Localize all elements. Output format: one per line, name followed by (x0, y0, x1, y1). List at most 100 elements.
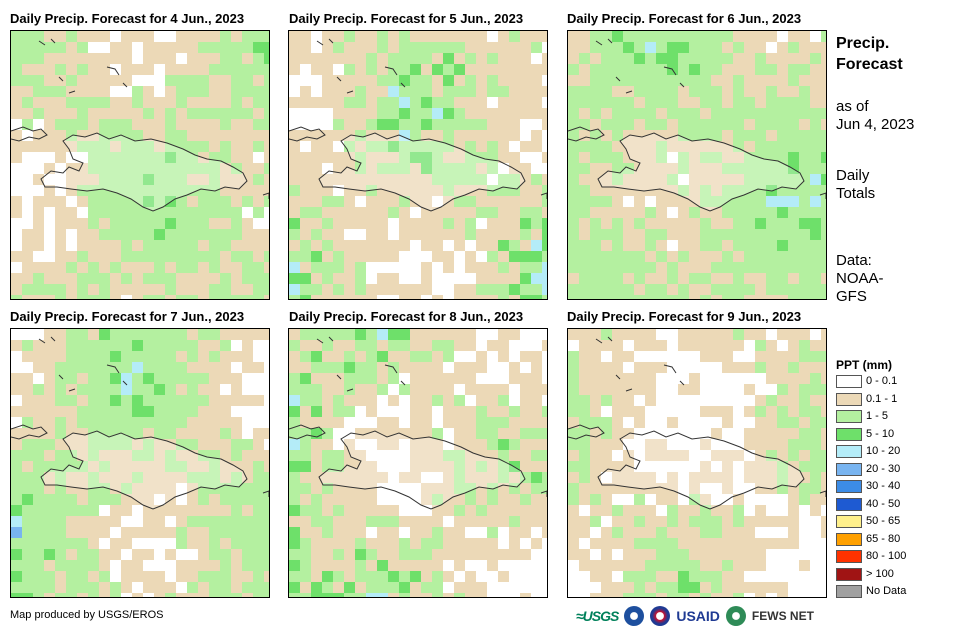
precip-cell (355, 340, 366, 351)
precip-cell (355, 384, 366, 395)
bahamas-outline (595, 336, 685, 392)
precip-cell (165, 251, 176, 262)
precip-cell (678, 185, 689, 196)
precip-cell (645, 64, 656, 75)
precip-cell (568, 538, 579, 549)
precip-cell (678, 340, 689, 351)
precip-cell (590, 593, 601, 597)
precip-cell (410, 582, 421, 593)
precip-cell (110, 549, 121, 560)
precip-cell (634, 362, 645, 373)
precip-cell (66, 97, 77, 108)
precip-cell (11, 251, 22, 262)
precip-cell (55, 262, 66, 273)
precip-cell (44, 395, 55, 406)
precip-cell (300, 593, 311, 597)
precip-cell (377, 362, 388, 373)
precip-cell (44, 461, 55, 472)
precip-cell (476, 505, 487, 516)
precip-cell (755, 483, 766, 494)
precip-cell (209, 395, 220, 406)
precip-cell (187, 262, 198, 273)
precip-cell (678, 240, 689, 251)
precip-cell (744, 439, 755, 450)
precip-cell (766, 141, 777, 152)
precip-cell (198, 428, 209, 439)
precip-cell (187, 439, 198, 450)
precip-cell (766, 373, 777, 384)
precip-cell (154, 483, 165, 494)
precip-cell (733, 240, 744, 251)
precip-cell (311, 340, 322, 351)
precip-cell (542, 262, 547, 273)
precip-cell (542, 406, 547, 417)
precip-cell (777, 229, 788, 240)
precip-cell (322, 538, 333, 549)
precip-cell (454, 108, 465, 119)
precip-cell (700, 108, 711, 119)
precip-cell (55, 472, 66, 483)
precip-cell (132, 64, 143, 75)
precip-cell (623, 593, 634, 597)
precip-cell (766, 284, 777, 295)
precip-cell (399, 207, 410, 218)
precip-cell (33, 395, 44, 406)
precip-cell (388, 251, 399, 262)
precip-cell (322, 406, 333, 417)
precip-cell (623, 538, 634, 549)
precip-cell (176, 527, 187, 538)
precip-cell (443, 119, 454, 130)
precip-cell (465, 218, 476, 229)
precip-grid (289, 31, 547, 299)
precip-cell (300, 284, 311, 295)
precip-cell (777, 108, 788, 119)
precip-cell (242, 461, 253, 472)
precip-cell (821, 494, 826, 505)
precip-cell (689, 86, 700, 97)
precip-cell (44, 273, 55, 284)
precip-cell (498, 483, 509, 494)
precip-cell (465, 207, 476, 218)
precip-cell (755, 196, 766, 207)
precip-cell (388, 196, 399, 207)
precip-cell (733, 582, 744, 593)
precip-cell (667, 295, 678, 299)
precip-cell (531, 538, 542, 549)
precip-cell (55, 406, 66, 417)
precip-cell (777, 196, 788, 207)
precip-cell (322, 384, 333, 395)
precip-cell (22, 549, 33, 560)
precip-cell (176, 472, 187, 483)
precip-cell (242, 42, 253, 53)
precip-cell (366, 141, 377, 152)
precip-cell (66, 185, 77, 196)
precip-cell (289, 53, 300, 64)
precip-cell (132, 417, 143, 428)
precip-cell (300, 229, 311, 240)
precip-cell (231, 295, 242, 299)
precip-cell (568, 527, 579, 538)
precip-cell (300, 417, 311, 428)
precip-cell (678, 218, 689, 229)
precip-cell (432, 450, 443, 461)
precip-cell (264, 229, 269, 240)
precip-cell (766, 163, 777, 174)
precip-cell (733, 538, 744, 549)
precip-cell (645, 329, 656, 340)
precip-cell (454, 483, 465, 494)
precip-cell (33, 439, 44, 450)
precip-cell (531, 174, 542, 185)
precip-cell (689, 373, 700, 384)
precip-cell (11, 152, 22, 163)
precip-cell (110, 196, 121, 207)
precip-cell (487, 86, 498, 97)
precip-cell (253, 75, 264, 86)
precip-cell (568, 130, 579, 141)
precip-cell (253, 207, 264, 218)
precip-cell (722, 582, 733, 593)
precip-cell (590, 472, 601, 483)
precip-cell (476, 207, 487, 218)
precip-cell (656, 593, 667, 597)
precip-cell (678, 538, 689, 549)
precip-cell (601, 461, 612, 472)
